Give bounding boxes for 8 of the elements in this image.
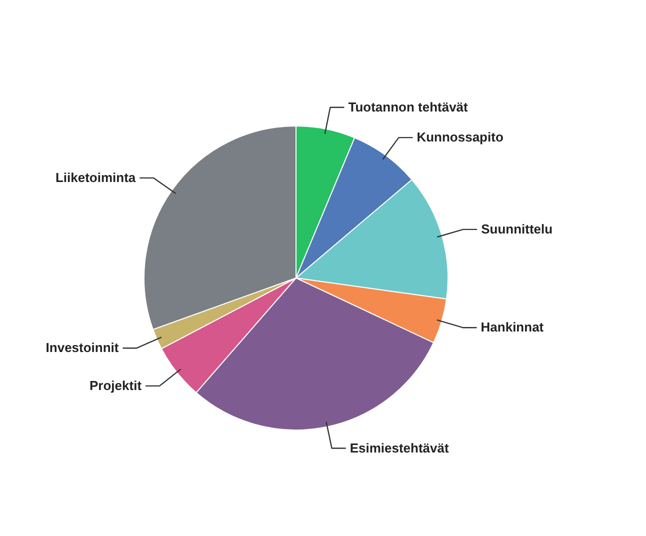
slice-label: Investoinnit [46,340,120,356]
slice-label: Esimiestehtävät [350,440,450,456]
slice-label: Liiketoiminta [55,170,136,185]
slice-label: Kunnossapito [416,130,504,145]
slice-label: Tuotannon tehtävät [348,99,469,114]
slice-label: Suunnittelu [481,221,553,236]
slice-label: Projektit [90,378,142,393]
slice-label: Hankinnat [480,320,544,335]
